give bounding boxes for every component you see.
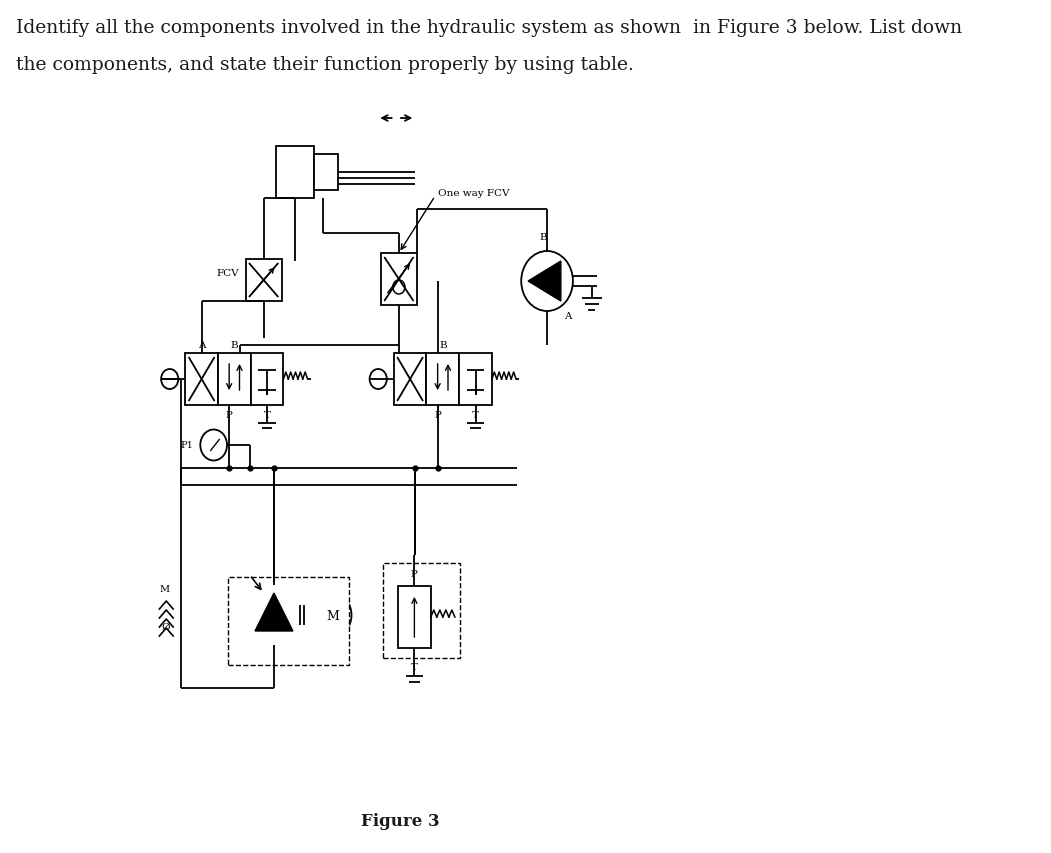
Text: A: A xyxy=(564,311,572,321)
Bar xyxy=(275,147,313,199)
Text: P1: P1 xyxy=(180,441,193,450)
Text: B: B xyxy=(230,340,239,350)
Bar xyxy=(398,586,431,648)
Bar xyxy=(459,354,492,405)
Bar xyxy=(246,259,282,302)
Text: M: M xyxy=(160,583,169,593)
Text: P: P xyxy=(434,410,441,420)
Text: FCV: FCV xyxy=(217,268,240,277)
Bar xyxy=(218,354,251,405)
Bar xyxy=(185,354,218,405)
Bar xyxy=(383,563,460,659)
Text: P: P xyxy=(226,410,232,420)
Text: B: B xyxy=(439,340,447,350)
Text: B: B xyxy=(540,233,548,241)
Polygon shape xyxy=(528,262,561,302)
Bar xyxy=(427,354,459,405)
Polygon shape xyxy=(255,594,293,631)
Text: M: M xyxy=(326,609,339,622)
Bar xyxy=(313,154,337,191)
Bar xyxy=(228,577,349,665)
Text: T: T xyxy=(472,410,479,420)
Text: P: P xyxy=(411,569,418,578)
Text: T: T xyxy=(264,410,270,420)
Bar xyxy=(394,354,427,405)
Text: Figure 3: Figure 3 xyxy=(362,813,440,829)
Text: T: T xyxy=(411,662,418,671)
Text: Ø: Ø xyxy=(161,622,169,630)
Text: A: A xyxy=(198,340,205,350)
Text: One way FCV: One way FCV xyxy=(437,189,509,198)
Text: Identify all the components involved in the hydraulic system as shown  in Figure: Identify all the components involved in … xyxy=(16,19,962,37)
Text: the components, and state their function properly by using table.: the components, and state their function… xyxy=(16,56,634,74)
Bar xyxy=(251,354,284,405)
Bar xyxy=(380,253,417,305)
